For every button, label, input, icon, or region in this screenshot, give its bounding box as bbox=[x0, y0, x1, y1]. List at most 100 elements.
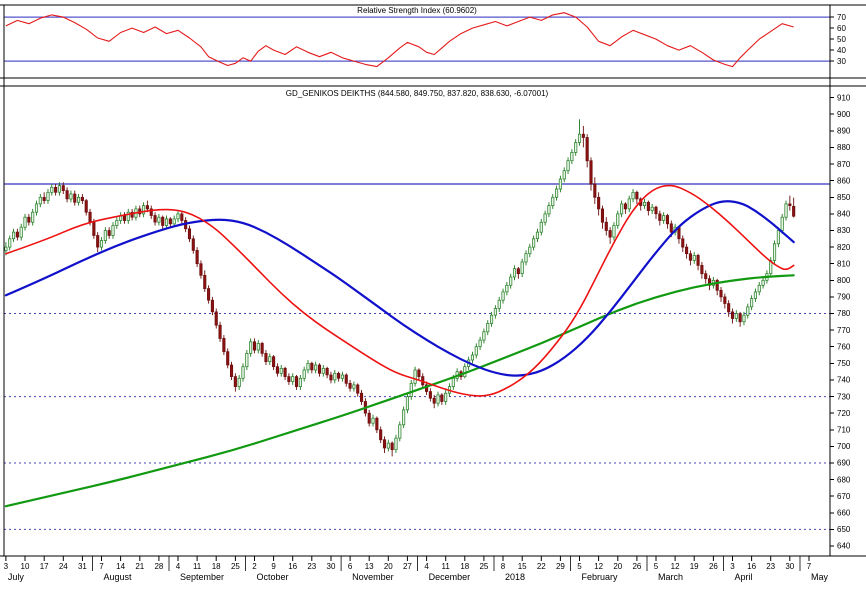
ma-slow-green bbox=[4, 274, 795, 508]
svg-text:860: 860 bbox=[837, 176, 851, 185]
svg-text:25: 25 bbox=[479, 562, 488, 571]
svg-text:9: 9 bbox=[271, 562, 276, 571]
svg-text:650: 650 bbox=[837, 525, 851, 534]
svg-text:870: 870 bbox=[837, 160, 851, 169]
svg-text:790: 790 bbox=[837, 293, 851, 302]
ma-fast-red bbox=[5, 184, 795, 397]
svg-text:640: 640 bbox=[837, 542, 851, 551]
svg-text:670: 670 bbox=[837, 492, 851, 501]
svg-text:26: 26 bbox=[709, 562, 718, 571]
svg-text:830: 830 bbox=[837, 226, 851, 235]
svg-text:22: 22 bbox=[537, 562, 546, 571]
svg-text:5: 5 bbox=[654, 562, 659, 571]
svg-text:2018: 2018 bbox=[505, 572, 525, 582]
svg-text:24: 24 bbox=[59, 562, 68, 571]
svg-text:7: 7 bbox=[99, 562, 104, 571]
svg-text:16: 16 bbox=[747, 562, 756, 571]
svg-text:3: 3 bbox=[730, 562, 735, 571]
svg-text:50: 50 bbox=[837, 35, 846, 44]
svg-text:February: February bbox=[582, 572, 619, 582]
svg-text:4: 4 bbox=[176, 562, 181, 571]
svg-text:26: 26 bbox=[632, 562, 641, 571]
svg-text:March: March bbox=[658, 572, 683, 582]
svg-text:November: November bbox=[352, 572, 394, 582]
rsi-layer bbox=[4, 12, 830, 68]
candlestick-layer bbox=[4, 119, 796, 457]
reference-lines-layer bbox=[4, 183, 830, 530]
svg-text:23: 23 bbox=[307, 562, 316, 571]
svg-text:October: October bbox=[257, 572, 289, 582]
moving-average-layer bbox=[4, 184, 795, 508]
svg-text:29: 29 bbox=[556, 562, 565, 571]
svg-text:6: 6 bbox=[348, 562, 353, 571]
svg-text:690: 690 bbox=[837, 459, 851, 468]
svg-text:680: 680 bbox=[837, 475, 851, 484]
svg-text:800: 800 bbox=[837, 276, 851, 285]
svg-text:4: 4 bbox=[424, 562, 429, 571]
svg-text:30: 30 bbox=[785, 562, 794, 571]
svg-text:30: 30 bbox=[327, 562, 336, 571]
svg-text:10: 10 bbox=[21, 562, 30, 571]
svg-text:60: 60 bbox=[837, 24, 846, 33]
svg-text:710: 710 bbox=[837, 426, 851, 435]
svg-text:July: July bbox=[8, 572, 25, 582]
svg-text:11: 11 bbox=[442, 562, 451, 571]
svg-text:850: 850 bbox=[837, 193, 851, 202]
rsi-panel-title: Relative Strength Index (60.9602) bbox=[357, 6, 477, 15]
svg-text:September: September bbox=[180, 572, 224, 582]
ma-medium-blue bbox=[4, 200, 795, 377]
svg-text:August: August bbox=[104, 572, 133, 582]
svg-text:27: 27 bbox=[403, 562, 412, 571]
rsi-line bbox=[5, 12, 794, 68]
svg-text:25: 25 bbox=[231, 562, 240, 571]
svg-text:2: 2 bbox=[252, 562, 257, 571]
svg-text:21: 21 bbox=[135, 562, 144, 571]
svg-text:13: 13 bbox=[365, 562, 374, 571]
svg-text:740: 740 bbox=[837, 376, 851, 385]
svg-text:890: 890 bbox=[837, 127, 851, 136]
svg-text:880: 880 bbox=[837, 143, 851, 152]
axis-layer: 6406506606706806907007107207307407507607… bbox=[0, 4, 866, 582]
svg-text:12: 12 bbox=[671, 562, 680, 571]
svg-text:31: 31 bbox=[78, 562, 87, 571]
svg-text:14: 14 bbox=[116, 562, 125, 571]
svg-text:730: 730 bbox=[837, 392, 851, 401]
svg-text:700: 700 bbox=[837, 442, 851, 451]
svg-text:23: 23 bbox=[766, 562, 775, 571]
svg-text:900: 900 bbox=[837, 110, 851, 119]
svg-text:840: 840 bbox=[837, 210, 851, 219]
svg-text:770: 770 bbox=[837, 326, 851, 335]
svg-text:750: 750 bbox=[837, 359, 851, 368]
price-panel-title: GD_GENIKOS DEIKTHS (844.580, 849.750, 83… bbox=[285, 89, 549, 98]
svg-text:18: 18 bbox=[212, 562, 221, 571]
svg-text:17: 17 bbox=[40, 562, 49, 571]
svg-text:15: 15 bbox=[518, 562, 527, 571]
svg-text:70: 70 bbox=[837, 13, 846, 22]
svg-text:20: 20 bbox=[613, 562, 622, 571]
svg-text:40: 40 bbox=[837, 46, 846, 55]
svg-text:660: 660 bbox=[837, 509, 851, 518]
svg-text:April: April bbox=[735, 572, 753, 582]
svg-text:12: 12 bbox=[594, 562, 603, 571]
svg-text:8: 8 bbox=[501, 562, 506, 571]
svg-text:5: 5 bbox=[577, 562, 582, 571]
svg-text:810: 810 bbox=[837, 259, 851, 268]
svg-text:28: 28 bbox=[154, 562, 163, 571]
svg-text:May: May bbox=[811, 572, 829, 582]
svg-text:720: 720 bbox=[837, 409, 851, 418]
svg-text:11: 11 bbox=[193, 562, 202, 571]
svg-text:19: 19 bbox=[690, 562, 699, 571]
svg-text:18: 18 bbox=[460, 562, 469, 571]
svg-text:7: 7 bbox=[807, 562, 812, 571]
svg-text:December: December bbox=[429, 572, 471, 582]
svg-text:30: 30 bbox=[837, 57, 846, 66]
svg-text:820: 820 bbox=[837, 243, 851, 252]
svg-text:780: 780 bbox=[837, 309, 851, 318]
svg-text:16: 16 bbox=[288, 562, 297, 571]
svg-text:760: 760 bbox=[837, 342, 851, 351]
svg-text:3: 3 bbox=[4, 562, 9, 571]
svg-text:20: 20 bbox=[384, 562, 393, 571]
svg-text:910: 910 bbox=[837, 93, 851, 102]
